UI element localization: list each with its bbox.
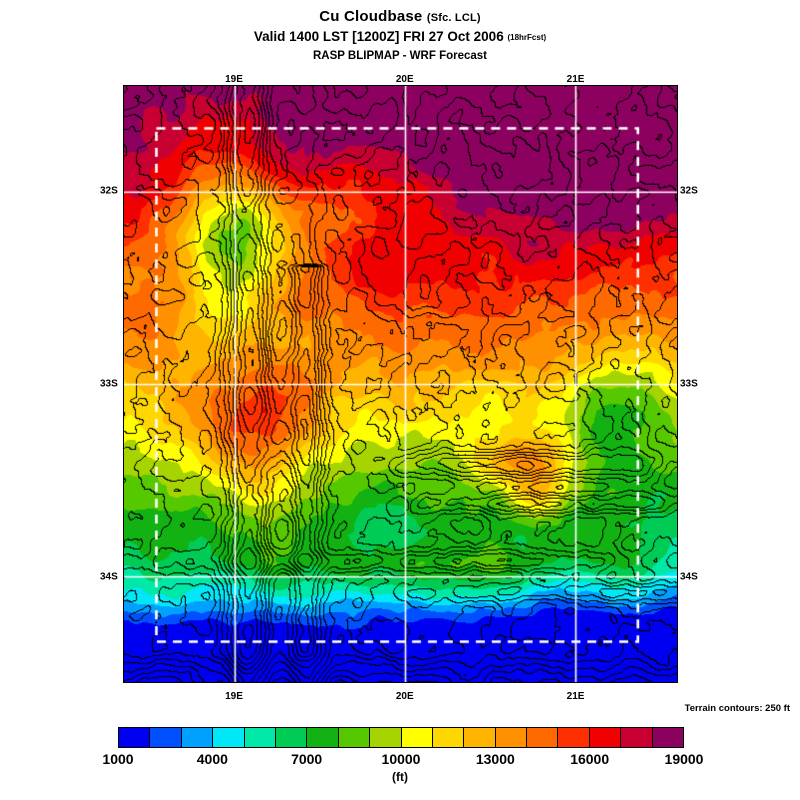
valid-time: Valid 1400 LST [1200Z] FRI 27 Oct 2006 (… xyxy=(0,28,800,47)
colorbar-band-10 xyxy=(432,728,465,747)
colorbar-tick-labels: 1000 4000 7000 10000 13000 16000 19000 xyxy=(102,751,703,773)
colorbar-band-17 xyxy=(652,728,684,747)
lat-tick-left-1: 33S xyxy=(100,378,118,390)
title-main: Cu Cloudbase xyxy=(319,8,423,25)
lon-tick-bottom-2: 21E xyxy=(566,691,585,702)
colorbar-swatches[interactable] xyxy=(118,727,684,748)
lon-tick-top-2: 21E xyxy=(566,74,585,85)
lat-tick-right-0: 32S xyxy=(680,185,698,197)
colorbar-band-2 xyxy=(181,728,214,747)
lon-tick-bottom-1: 20E xyxy=(395,691,414,702)
lat-tick-right-1: 33S xyxy=(680,378,698,390)
colorbar-tick-0: 1000 xyxy=(102,751,134,767)
colorbar-unit-label: (ft) xyxy=(392,770,408,784)
lat-tick-left-0: 32S xyxy=(100,185,118,197)
lat-tick-left-2: 34S xyxy=(100,571,118,583)
colorbar-band-16 xyxy=(621,728,653,747)
cloudbase-heatmap-canvas xyxy=(124,86,677,682)
colorbar-band-4 xyxy=(244,728,276,747)
forecast-map[interactable] xyxy=(123,85,678,683)
lon-tick-top-1: 20E xyxy=(395,74,414,85)
valid-time-text: Valid 1400 LST [1200Z] FRI 27 Oct 2006 xyxy=(253,29,504,44)
page-title: Cu Cloudbase (Sfc. LCL) xyxy=(0,8,800,27)
colorbar-band-14 xyxy=(558,728,590,747)
terrain-contour-note: Terrain contours: 250 ft xyxy=(684,703,790,714)
colorbar-band-3 xyxy=(213,728,245,747)
colorbar-band-1 xyxy=(150,728,182,747)
colorbar-tick-4: 13000 xyxy=(475,751,515,767)
colorbar-band-5 xyxy=(275,728,308,747)
lon-tick-top-0: 19E xyxy=(225,74,243,85)
colorbar-band-11 xyxy=(464,728,496,747)
colorbar-legend: 1000 4000 7000 10000 13000 16000 19000 xyxy=(102,727,703,773)
colorbar-band-12 xyxy=(495,728,528,747)
colorbar-band-8 xyxy=(370,728,402,747)
colorbar-tick-5: 16000 xyxy=(570,751,610,767)
forecast-hour-badge: (18hrFcst) xyxy=(507,33,547,42)
colorbar-tick-1: 4000 xyxy=(196,751,228,767)
model-source: RASP BLIPMAP - WRF Forecast xyxy=(312,50,488,62)
colorbar-tick-3: 10000 xyxy=(381,751,421,767)
lon-tick-bottom-0: 19E xyxy=(225,691,243,702)
title-block: Cu Cloudbase (Sfc. LCL) Valid 1400 LST [… xyxy=(0,8,800,64)
colorbar-tick-2: 7000 xyxy=(291,751,323,767)
colorbar-band-0 xyxy=(119,728,151,747)
colorbar-band-6 xyxy=(307,728,339,747)
colorbar-band-13 xyxy=(527,728,559,747)
colorbar-tick-6: 19000 xyxy=(664,751,704,767)
title-main-subtitle: (Sfc. LCL) xyxy=(426,12,481,24)
colorbar-band-9 xyxy=(401,728,433,747)
colorbar-band-7 xyxy=(338,728,371,747)
lat-tick-right-2: 34S xyxy=(680,571,698,583)
colorbar-band-15 xyxy=(589,728,622,747)
